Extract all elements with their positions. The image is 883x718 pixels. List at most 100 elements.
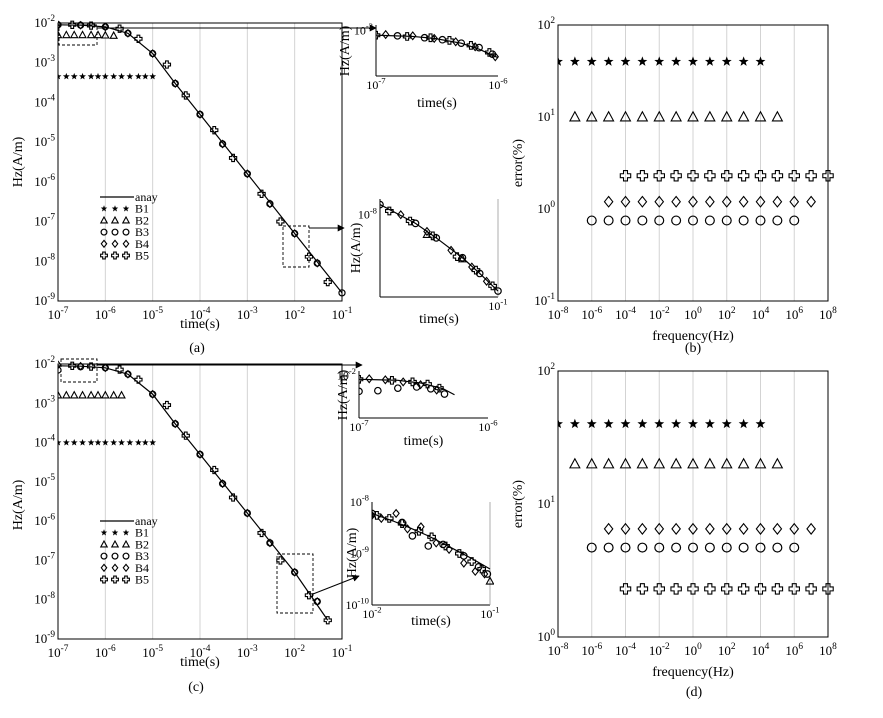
data-point [789, 522, 800, 535]
legend-marker [122, 228, 130, 236]
y-axis-label: error(%) [511, 480, 526, 529]
data-point [218, 479, 227, 489]
data-point [721, 542, 732, 553]
x-tick-label: 106 [785, 306, 803, 322]
legend-marker [111, 228, 119, 236]
data-point [100, 30, 110, 39]
inset-a-2: 10-1 10-8 time(s) Hz(A/m) [309, 199, 508, 327]
data-point [228, 153, 238, 163]
legend-marker [111, 575, 119, 584]
legend-marker [100, 552, 108, 560]
legend-marker [122, 205, 130, 212]
data-point [359, 374, 364, 384]
data-point [586, 215, 597, 226]
data-point [149, 49, 157, 59]
data-point [424, 542, 433, 550]
legend-label: B1 [135, 202, 149, 216]
data-point [755, 215, 766, 226]
data-point [704, 169, 716, 182]
data-point [228, 493, 238, 502]
data-point [428, 231, 438, 241]
data-point [483, 570, 492, 578]
y-axis-label: error(%) [511, 139, 526, 188]
legend-marker [122, 239, 130, 249]
data-point [447, 245, 455, 255]
data-point [720, 110, 733, 122]
data-point [754, 169, 767, 182]
data-point [754, 457, 767, 469]
data-point [61, 30, 71, 39]
legend-marker [111, 239, 119, 249]
data-point [603, 56, 614, 66]
legend-marker [121, 539, 131, 548]
series-B4 [58, 20, 321, 268]
data-point [654, 522, 665, 535]
data-point [471, 42, 479, 52]
y-tick-label: 100 [537, 200, 555, 216]
legend-marker [121, 215, 131, 224]
data-point [414, 526, 424, 536]
data-point [101, 22, 109, 32]
data-point [569, 110, 581, 122]
y-axis-label: Hz(A/m) [11, 136, 26, 187]
data-point [455, 549, 464, 558]
data-point [636, 457, 649, 469]
data-point [134, 34, 143, 43]
series-B3 [380, 200, 502, 295]
data-point [69, 390, 79, 399]
zoom-arrow [312, 575, 360, 595]
y-tick-label: 10-3 [34, 54, 55, 70]
data-point [408, 532, 417, 540]
data-point [704, 583, 716, 595]
series-B2 [569, 457, 784, 469]
data-point [440, 390, 449, 398]
data-point [411, 219, 420, 228]
x-tick-label: 10-6 [478, 418, 498, 434]
data-point [387, 375, 397, 385]
data-point [654, 418, 665, 429]
data-point [471, 566, 480, 577]
data-point [68, 20, 77, 29]
legend-marker [122, 575, 130, 584]
data-point [485, 48, 494, 57]
data-point [78, 390, 87, 399]
y-axis-label: Hz(A/m) [336, 369, 351, 420]
panel-b: 10-8 10-6 10-4 10-2 100 102 104 106 108 10-1 100 10… [511, 16, 837, 356]
data-point [432, 385, 441, 395]
data-point [471, 265, 481, 275]
data-point [257, 528, 266, 538]
data-point [721, 215, 732, 226]
data-point [737, 583, 750, 595]
x-tick-label: 104 [752, 306, 770, 322]
data-point [754, 110, 767, 122]
zoom-box [276, 553, 314, 614]
data-point [384, 514, 394, 523]
data-point [62, 438, 70, 446]
data-point [171, 78, 179, 88]
data-point [771, 583, 784, 595]
data-point [58, 72, 62, 80]
y-tick-label: 10-2 [34, 14, 55, 30]
x-tick-label: 104 [752, 642, 770, 658]
data-point [109, 30, 119, 39]
series-B4 [603, 522, 816, 535]
data-point [117, 390, 126, 399]
legend-label: B5 [135, 249, 149, 263]
data-point [291, 229, 299, 239]
data-point [603, 215, 614, 226]
data-point [441, 541, 450, 551]
data-point [118, 438, 125, 446]
data-point [619, 457, 632, 469]
data-point [754, 583, 767, 595]
inset-a-1: 10-7 10-6 10-2 time(s) Hz(A/m) [97, 21, 508, 111]
data-point [61, 390, 71, 399]
data-point [196, 109, 204, 119]
data-point [380, 200, 384, 209]
series-B5 [359, 374, 444, 393]
x-tick-label: 10-4 [615, 642, 636, 658]
data-point [755, 418, 766, 429]
data-point [721, 583, 733, 595]
data-point [620, 522, 631, 535]
series-B3 [586, 542, 800, 553]
